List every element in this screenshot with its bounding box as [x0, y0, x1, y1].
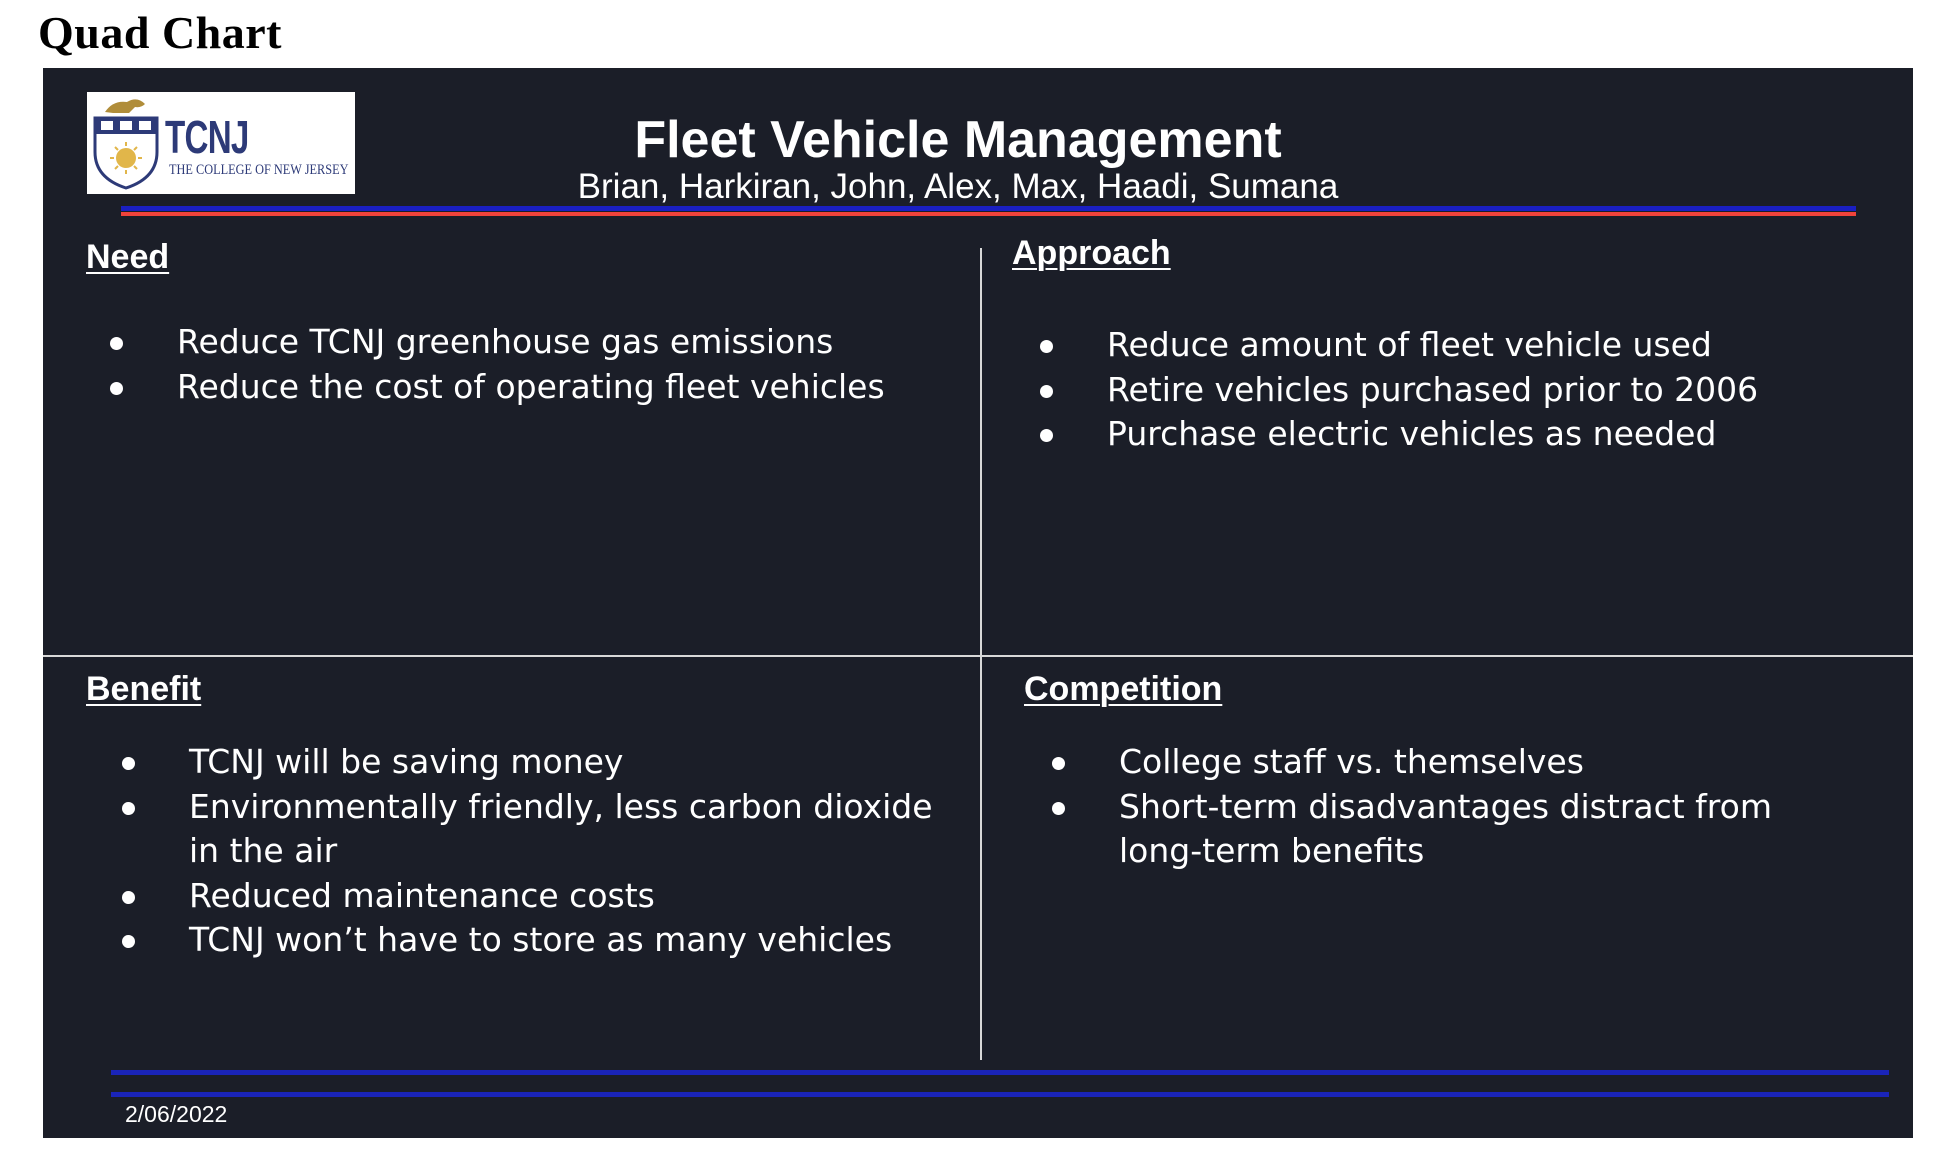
need-list: Reduce TCNJ greenhouse gas emissions Red… [110, 320, 957, 410]
tcnj-shield-icon [93, 99, 159, 190]
approach-heading: Approach [1012, 234, 1171, 272]
approach-list: Reduce amount of fleet vehicle used Reti… [1040, 323, 1887, 457]
tcnj-logo: TCNJ THE COLLEGE OF NEW JERSEY [87, 92, 355, 194]
list-item: Retire vehicles purchased prior to 2006 [1040, 368, 1887, 413]
quad-chart-slide: TCNJ THE COLLEGE OF NEW JERSEY Fleet Veh… [43, 68, 1913, 1138]
document-title: Quad Chart [38, 7, 282, 58]
competition-heading: Competition [1024, 670, 1223, 708]
bullet-icon [110, 337, 123, 350]
list-item: TCNJ won’t have to store as many vehicle… [122, 918, 969, 963]
slide-date: 2/06/2022 [125, 1101, 228, 1127]
list-item: Purchase electric vehicles as needed [1040, 412, 1887, 457]
slide-title: Fleet Vehicle Management [634, 111, 1282, 169]
header-red-rule [121, 212, 1856, 216]
logo-wordmark: TCNJ [165, 111, 249, 163]
benefit-list: TCNJ will be saving money Environmentall… [122, 740, 969, 963]
bullet-icon [122, 801, 135, 815]
list-item: Reduce TCNJ greenhouse gas emissions [110, 320, 957, 365]
logo-subtitle: THE COLLEGE OF NEW JERSEY [169, 162, 349, 178]
bullet-icon [1040, 340, 1053, 353]
footer-blue-rule-top [111, 1070, 1889, 1075]
list-item: TCNJ will be saving money [122, 740, 969, 785]
bullet-icon [122, 935, 135, 948]
bullet-icon [122, 890, 135, 904]
list-item: Environmentally friendly, less carbon di… [122, 785, 969, 874]
competition-list: College staff vs. themselves Short-term … [1052, 740, 1819, 874]
bullet-icon [1052, 757, 1065, 770]
horizontal-divider [43, 655, 1913, 657]
bullet-icon [122, 757, 135, 770]
benefit-heading: Benefit [86, 670, 202, 708]
header-blue-rule [121, 206, 1856, 211]
list-item: College staff vs. themselves [1052, 740, 1819, 785]
bullet-icon [1040, 429, 1053, 442]
list-item: Reduce amount of fleet vehicle used [1040, 323, 1887, 368]
footer-blue-rule-bottom [111, 1092, 1889, 1097]
slide-subtitle: Brian, Harkiran, John, Alex, Max, Haadi,… [577, 167, 1339, 206]
vertical-divider [980, 248, 982, 1060]
list-item: Short-term disadvantages distract from l… [1052, 785, 1819, 874]
bullet-icon [1040, 384, 1053, 398]
bullet-icon [110, 381, 123, 395]
list-item: Reduce the cost of operating fleet vehic… [110, 365, 957, 410]
list-item: Reduced maintenance costs [122, 874, 969, 919]
bullet-icon [1052, 801, 1065, 815]
need-heading: Need [86, 238, 170, 276]
